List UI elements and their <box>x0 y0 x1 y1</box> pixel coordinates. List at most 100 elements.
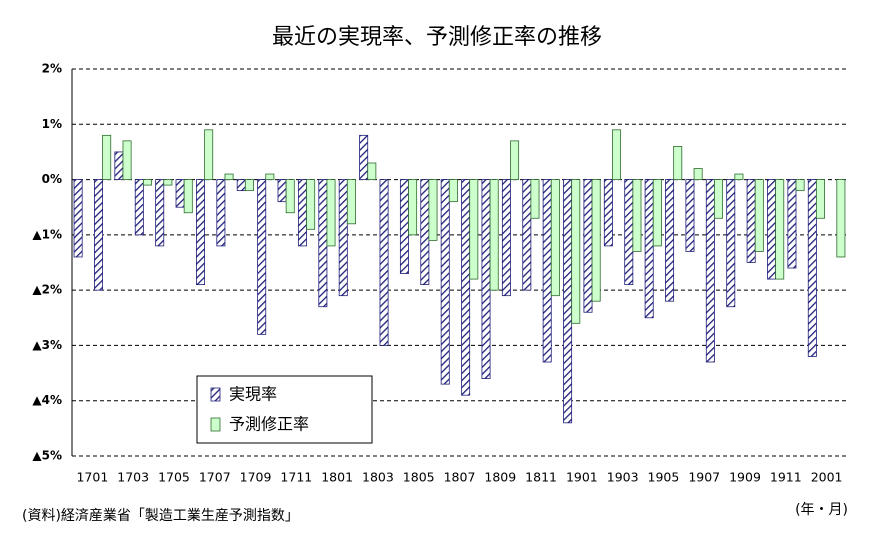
bar <box>183 179 193 214</box>
bar <box>224 173 234 180</box>
bar <box>583 179 593 313</box>
y-tick-label: 0% <box>42 172 62 186</box>
bar <box>612 129 622 180</box>
bar <box>795 179 805 192</box>
bar <box>673 145 683 180</box>
legend-label: 予測修正率 <box>229 415 309 434</box>
bar <box>644 179 654 319</box>
bar <box>665 179 675 302</box>
x-tick-label: 1705 <box>158 470 190 485</box>
x-tick-label: 1701 <box>76 470 108 485</box>
bar <box>754 179 764 252</box>
bar <box>318 179 328 308</box>
y-tick-label: 2% <box>42 62 62 76</box>
bar <box>73 179 83 258</box>
bar <box>461 179 471 396</box>
bar <box>379 179 389 346</box>
bar <box>277 179 287 203</box>
bar <box>244 179 254 192</box>
bar <box>705 179 715 363</box>
x-tick-label: 1811 <box>525 470 557 485</box>
x-tick-label: 1711 <box>280 470 312 485</box>
bar <box>134 179 144 236</box>
bar <box>346 179 356 225</box>
bar <box>155 179 165 247</box>
x-tick-label: 1903 <box>607 470 639 485</box>
bar <box>142 179 152 186</box>
bar <box>204 129 214 180</box>
bar <box>563 179 573 424</box>
bar <box>726 179 736 308</box>
bar <box>816 179 825 219</box>
bar <box>338 179 348 297</box>
bar <box>399 179 409 274</box>
x-tick-label: 1707 <box>199 470 231 485</box>
x-tick-label: 1909 <box>729 470 761 485</box>
bar <box>216 179 226 247</box>
x-tick-label: 1905 <box>648 470 680 485</box>
x-tick-label: 1911 <box>770 470 802 485</box>
y-tick-label: ▲2% <box>32 283 62 297</box>
bar <box>603 179 613 247</box>
bar <box>652 179 662 247</box>
bar <box>481 179 491 379</box>
bar <box>510 140 520 180</box>
bar <box>550 179 560 297</box>
bar <box>746 179 756 263</box>
bar <box>693 168 703 180</box>
bar <box>359 134 369 180</box>
x-tick-label: 1703 <box>117 470 149 485</box>
y-tick-label: 1% <box>42 117 62 131</box>
y-tick-label: ▲1% <box>32 227 62 241</box>
bar <box>420 179 430 286</box>
bar <box>175 179 185 208</box>
bar <box>807 179 817 357</box>
bar <box>326 179 336 247</box>
bar <box>530 179 540 219</box>
bar <box>836 179 846 258</box>
legend-label: 実現率 <box>229 385 277 404</box>
bar <box>94 179 103 291</box>
bar <box>408 179 418 236</box>
bar <box>114 151 124 180</box>
x-tick-label: 1803 <box>362 470 394 485</box>
x-tick-label: 1901 <box>566 470 598 485</box>
unit-note: (年・月) <box>795 502 848 518</box>
bar <box>257 179 267 335</box>
bar <box>448 179 458 203</box>
x-tick-label: 1801 <box>321 470 353 485</box>
bar <box>265 173 275 180</box>
bar <box>367 162 377 180</box>
bar <box>775 179 785 280</box>
y-tick-label: ▲4% <box>32 393 62 407</box>
bar <box>196 179 205 286</box>
bar <box>767 179 777 280</box>
x-tick-label: 1809 <box>484 470 516 485</box>
bar <box>632 179 642 252</box>
x-tick-label: 1907 <box>688 470 720 485</box>
bar <box>542 179 552 363</box>
bar <box>469 179 479 280</box>
y-tick-label: ▲3% <box>32 338 62 352</box>
bar <box>285 179 295 214</box>
x-tick-label: 1805 <box>403 470 435 485</box>
bar <box>122 140 132 180</box>
bar <box>306 179 316 230</box>
legend-box <box>196 375 373 444</box>
bar <box>440 179 450 385</box>
legend-swatch <box>210 387 221 402</box>
legend-swatch <box>210 417 221 432</box>
bar <box>163 179 173 186</box>
bar <box>624 179 634 286</box>
bar <box>685 179 695 252</box>
source-note: (資料)経済産業省「製造工業生産予測指数」 <box>22 508 299 524</box>
bar <box>102 134 112 180</box>
bar <box>591 179 601 302</box>
bar <box>714 179 723 219</box>
bar <box>522 179 532 291</box>
bar <box>571 179 581 324</box>
bar <box>734 173 744 180</box>
bar <box>297 179 307 247</box>
